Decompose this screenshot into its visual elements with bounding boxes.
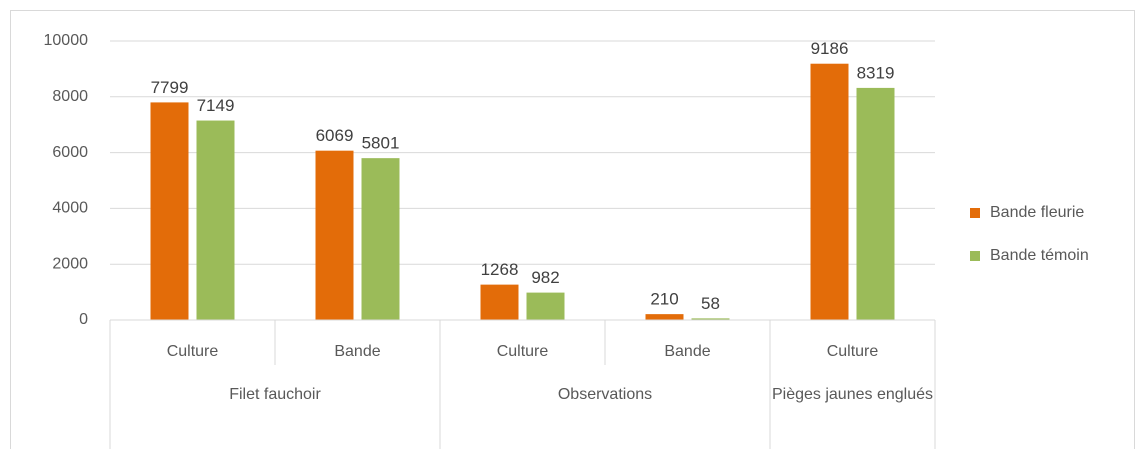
x-tick-label: Bande: [664, 343, 710, 360]
x-tick-label: Culture: [167, 343, 219, 360]
bar: [856, 87, 895, 320]
y-tick-label: 8000: [52, 88, 88, 105]
bar: [691, 318, 730, 320]
bar: [645, 314, 684, 320]
group-label: Observations: [557, 386, 653, 403]
y-tick-label: 2000: [52, 255, 88, 272]
y-tick-label: 4000: [52, 200, 88, 217]
bar: [315, 150, 354, 320]
bar: [810, 63, 849, 320]
legend-label: Bande témoin: [990, 247, 1089, 264]
bar: [361, 158, 400, 320]
group-label: Filet fauchoir: [229, 386, 321, 403]
value-label: 7799: [151, 78, 189, 97]
value-label: 1268: [481, 260, 519, 279]
group-label: Pièges jaunes englués: [771, 386, 933, 403]
legend-label: Bande fleurie: [990, 204, 1084, 221]
value-label: 982: [531, 268, 559, 287]
x-tick-label: Culture: [497, 343, 549, 360]
legend-swatch: [970, 251, 980, 261]
chart-border: [10, 10, 1135, 449]
value-label: 5801: [362, 134, 400, 153]
y-tick-label: 10000: [44, 32, 89, 49]
value-label: 210: [650, 290, 678, 309]
bar: [196, 120, 235, 320]
value-label: 7149: [197, 96, 235, 115]
value-label: 9186: [811, 39, 849, 58]
bar: [526, 292, 565, 320]
value-label: 58: [701, 294, 720, 313]
bar: [480, 284, 519, 320]
legend-swatch: [970, 208, 980, 218]
y-tick-label: 6000: [52, 144, 88, 161]
bar: [150, 102, 189, 320]
y-tick-label: 0: [79, 311, 88, 328]
value-label: 6069: [316, 126, 354, 145]
value-label: 8319: [857, 63, 895, 82]
x-tick-label: Culture: [827, 343, 879, 360]
x-tick-label: Bande: [334, 343, 380, 360]
